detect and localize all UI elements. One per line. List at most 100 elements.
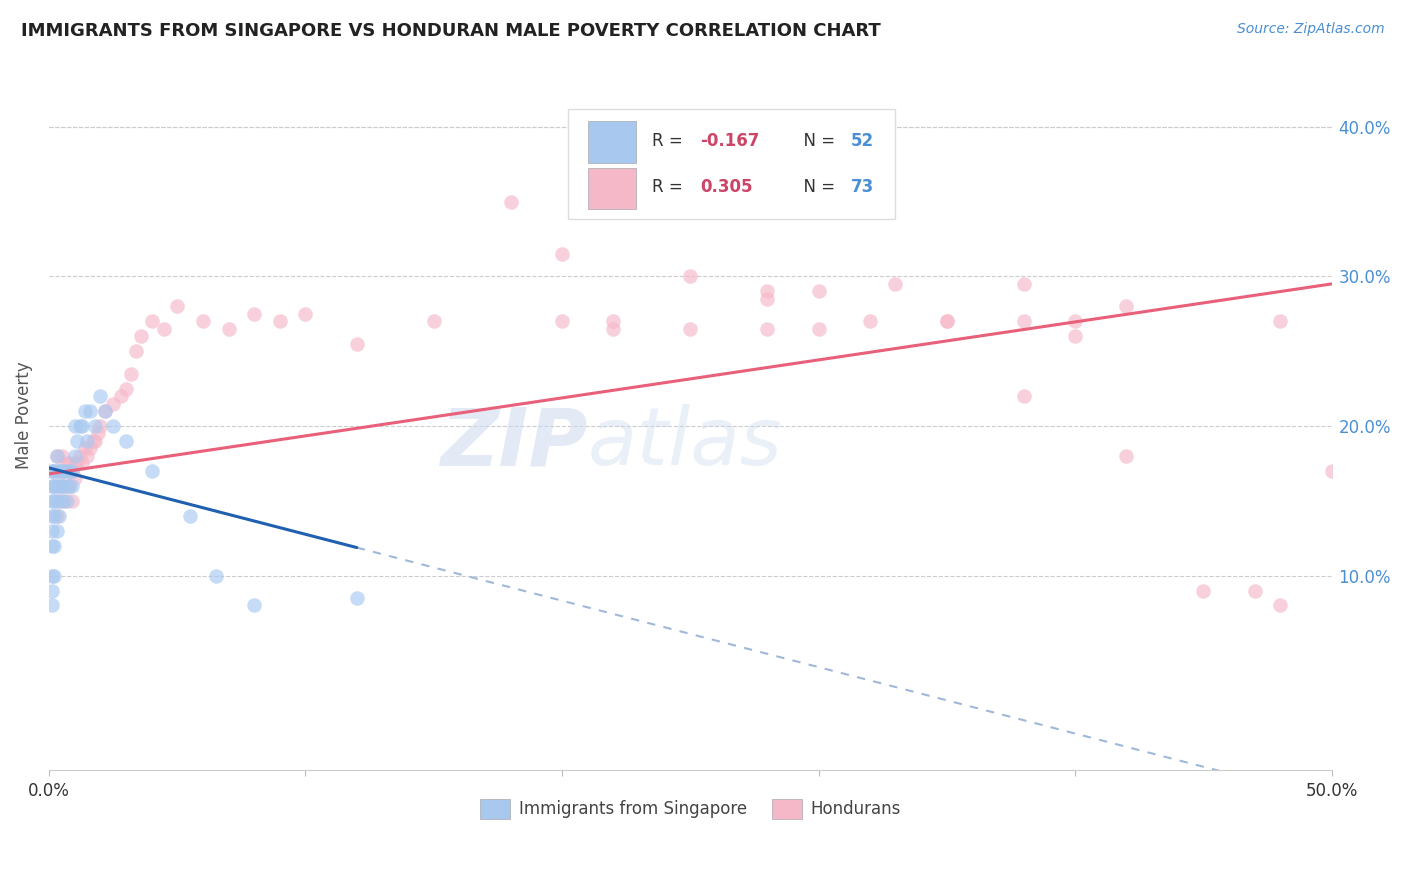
Point: [1064, 329, 1087, 343]
Point: [551, 314, 574, 328]
Point: [56, 479, 79, 493]
Point: [53, 464, 76, 478]
Point: [51, 479, 73, 493]
Point: [346, 336, 368, 351]
Point: [1012, 389, 1035, 403]
Point: [153, 322, 176, 336]
Point: [1012, 277, 1035, 291]
Point: [1270, 314, 1292, 328]
Point: [58, 479, 80, 493]
Point: [45, 464, 67, 478]
Point: [1115, 449, 1137, 463]
Point: [1012, 314, 1035, 328]
Point: [243, 307, 266, 321]
Text: IMMIGRANTS FROM SINGAPORE VS HONDURAN MALE POVERTY CORRELATION CHART: IMMIGRANTS FROM SINGAPORE VS HONDURAN MA…: [21, 22, 880, 40]
Point: [756, 292, 779, 306]
Point: [53, 493, 76, 508]
Point: [82, 434, 104, 448]
Point: [58, 457, 80, 471]
Legend: Immigrants from Singapore, Hondurans: Immigrants from Singapore, Hondurans: [474, 792, 907, 826]
Y-axis label: Male Poverty: Male Poverty: [15, 361, 32, 468]
Point: [94, 404, 117, 418]
Point: [51, 479, 73, 493]
Point: [166, 299, 188, 313]
Point: [602, 322, 624, 336]
Text: 0.305: 0.305: [700, 178, 754, 196]
Point: [53, 464, 76, 478]
Point: [51, 464, 73, 478]
Point: [1320, 464, 1343, 478]
Point: [41, 568, 63, 582]
Text: N =: N =: [793, 178, 841, 196]
Point: [422, 314, 444, 328]
Point: [551, 247, 574, 261]
Point: [191, 314, 214, 328]
FancyBboxPatch shape: [588, 168, 637, 209]
Point: [42, 568, 65, 582]
Point: [41, 583, 63, 598]
Point: [94, 404, 117, 418]
Point: [859, 314, 882, 328]
Point: [41, 493, 63, 508]
Point: [48, 464, 70, 478]
Point: [86, 426, 108, 441]
Text: -0.167: -0.167: [700, 132, 759, 150]
Point: [807, 322, 830, 336]
Point: [679, 269, 702, 284]
Point: [115, 382, 138, 396]
Point: [204, 568, 226, 582]
Point: [45, 479, 67, 493]
Point: [69, 449, 91, 463]
Point: [69, 419, 91, 434]
Point: [125, 344, 148, 359]
Point: [84, 419, 107, 434]
Point: [72, 419, 94, 434]
Point: [79, 442, 101, 456]
Point: [48, 479, 70, 493]
Point: [935, 314, 957, 328]
Point: [294, 307, 316, 321]
Point: [42, 479, 65, 493]
Point: [48, 464, 70, 478]
Point: [602, 314, 624, 328]
Point: [56, 464, 79, 478]
Point: [76, 449, 98, 463]
Point: [60, 464, 83, 478]
Point: [73, 442, 96, 456]
Point: [101, 419, 124, 434]
Point: [935, 314, 957, 328]
Text: 52: 52: [851, 132, 873, 150]
Point: [141, 464, 163, 478]
FancyBboxPatch shape: [568, 110, 896, 219]
Point: [51, 493, 73, 508]
Point: [1064, 314, 1087, 328]
Point: [42, 464, 65, 478]
Point: [66, 434, 89, 448]
Point: [58, 479, 80, 493]
Point: [179, 508, 201, 523]
Point: [41, 464, 63, 478]
Point: [756, 285, 779, 299]
Point: [45, 449, 67, 463]
Text: 73: 73: [851, 178, 875, 196]
Point: [756, 322, 779, 336]
Point: [110, 389, 132, 403]
Point: [63, 457, 86, 471]
Point: [45, 508, 67, 523]
Point: [48, 493, 70, 508]
Point: [346, 591, 368, 605]
Point: [48, 508, 70, 523]
Point: [63, 471, 86, 485]
Point: [58, 464, 80, 478]
Point: [72, 457, 94, 471]
Point: [218, 322, 240, 336]
Point: [41, 464, 63, 478]
Point: [45, 493, 67, 508]
Point: [42, 479, 65, 493]
Point: [84, 434, 107, 448]
Point: [53, 479, 76, 493]
Point: [115, 434, 138, 448]
Point: [56, 457, 79, 471]
Point: [41, 479, 63, 493]
Point: [131, 329, 153, 343]
